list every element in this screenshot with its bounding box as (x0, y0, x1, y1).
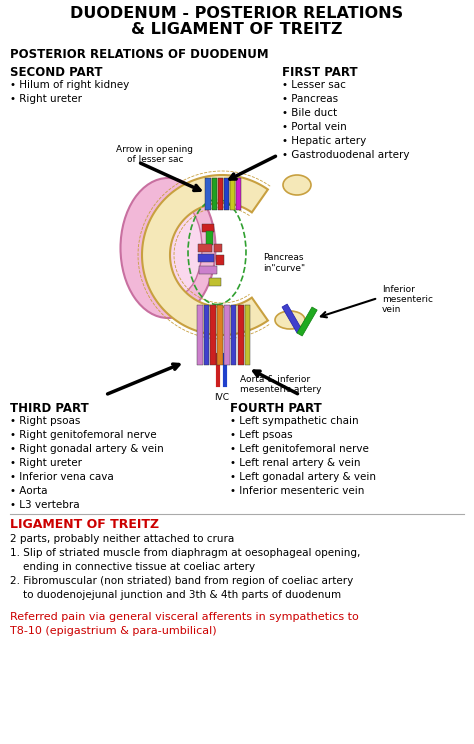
Text: • L3 vertebra: • L3 vertebra (10, 500, 80, 510)
Bar (209, 278, 221, 286)
Text: IVC: IVC (215, 393, 229, 402)
Text: • Hilum of right kidney: • Hilum of right kidney (10, 80, 129, 90)
Text: LIGAMENT OF TREITZ: LIGAMENT OF TREITZ (10, 518, 159, 531)
Text: • Hepatic artery: • Hepatic artery (282, 136, 366, 146)
Text: • Pancreas: • Pancreas (282, 94, 338, 104)
Bar (238, 305, 244, 365)
PathPatch shape (142, 175, 268, 335)
Bar (205, 178, 211, 210)
Text: • Right gonadal artery & vein: • Right gonadal artery & vein (10, 444, 164, 454)
Text: mesenteric artery: mesenteric artery (240, 385, 321, 394)
Text: to duodenojejunal junction and 3th & 4th parts of duodenum: to duodenojejunal junction and 3th & 4th… (10, 590, 341, 600)
Bar (217, 305, 223, 365)
Text: • Left renal artery & vein: • Left renal artery & vein (230, 458, 361, 468)
Bar (231, 305, 237, 365)
Bar (282, 304, 302, 333)
Text: • Aorta: • Aorta (10, 486, 47, 496)
Text: Aorta & inferior: Aorta & inferior (240, 375, 310, 384)
Bar (237, 178, 241, 210)
Bar (214, 244, 222, 252)
Text: THIRD PART: THIRD PART (10, 402, 89, 415)
Text: • Gastroduodenal artery: • Gastroduodenal artery (282, 150, 410, 160)
Bar (210, 305, 216, 365)
Bar (204, 305, 210, 365)
Text: DUODENUM - POSTERIOR RELATIONS: DUODENUM - POSTERIOR RELATIONS (71, 6, 403, 21)
Text: Pancreas
in"curve": Pancreas in"curve" (263, 253, 305, 273)
Text: SECOND PART: SECOND PART (10, 66, 102, 79)
Ellipse shape (120, 178, 216, 318)
Bar (197, 305, 203, 365)
Bar (225, 178, 229, 210)
Ellipse shape (283, 175, 311, 195)
Text: 2 parts, probably neither attached to crura: 2 parts, probably neither attached to cr… (10, 534, 234, 544)
Text: • Left psoas: • Left psoas (230, 430, 292, 440)
Text: POSTERIOR RELATIONS OF DUODENUM: POSTERIOR RELATIONS OF DUODENUM (10, 48, 269, 61)
Text: • Inferior vena cava: • Inferior vena cava (10, 472, 114, 482)
Text: • Inferior mesenteric vein: • Inferior mesenteric vein (230, 486, 365, 496)
Bar (198, 254, 214, 262)
Bar (230, 178, 236, 210)
Text: Referred pain via general visceral afferents in sympathetics to: Referred pain via general visceral affer… (10, 612, 359, 622)
Text: 1. Slip of striated muscle from diaphragm at oesophageal opening,: 1. Slip of striated muscle from diaphrag… (10, 548, 360, 558)
Text: & LIGAMENT OF TREITZ: & LIGAMENT OF TREITZ (131, 22, 343, 37)
Text: mesenteric: mesenteric (382, 295, 433, 304)
Text: vein: vein (382, 305, 401, 314)
Text: of lesser sac: of lesser sac (127, 155, 183, 164)
Bar (224, 305, 230, 365)
Bar (246, 305, 250, 365)
Bar (198, 244, 212, 252)
Bar (207, 231, 213, 245)
Text: ending in connective tissue at coeliac artery: ending in connective tissue at coeliac a… (10, 562, 255, 572)
Text: FIRST PART: FIRST PART (282, 66, 357, 79)
Text: Arrow in opening: Arrow in opening (117, 145, 193, 154)
Text: Inferior: Inferior (382, 285, 415, 294)
Text: 2. Fibromuscular (non striated) band from region of coeliac artery: 2. Fibromuscular (non striated) band fro… (10, 576, 353, 586)
Text: • Lesser sac: • Lesser sac (282, 80, 346, 90)
Text: • Bile duct: • Bile duct (282, 108, 337, 118)
Bar (212, 178, 218, 210)
Ellipse shape (275, 311, 305, 329)
Text: • Left gonadal artery & vein: • Left gonadal artery & vein (230, 472, 376, 482)
Text: • Right ureter: • Right ureter (10, 458, 82, 468)
Bar (219, 178, 224, 210)
Text: T8-10 (epigastrium & para-umbilical): T8-10 (epigastrium & para-umbilical) (10, 626, 217, 636)
Text: • Right psoas: • Right psoas (10, 416, 81, 426)
Text: • Right genitofemoral nerve: • Right genitofemoral nerve (10, 430, 156, 440)
Bar (202, 224, 214, 232)
Text: • Right ureter: • Right ureter (10, 94, 82, 104)
Bar (297, 307, 317, 336)
Text: FOURTH PART: FOURTH PART (230, 402, 322, 415)
Text: • Left genitofemoral nerve: • Left genitofemoral nerve (230, 444, 369, 454)
Text: • Left sympathetic chain: • Left sympathetic chain (230, 416, 359, 426)
Text: • Portal vein: • Portal vein (282, 122, 347, 132)
Bar (199, 266, 217, 274)
Bar (216, 255, 224, 265)
Ellipse shape (150, 200, 202, 295)
